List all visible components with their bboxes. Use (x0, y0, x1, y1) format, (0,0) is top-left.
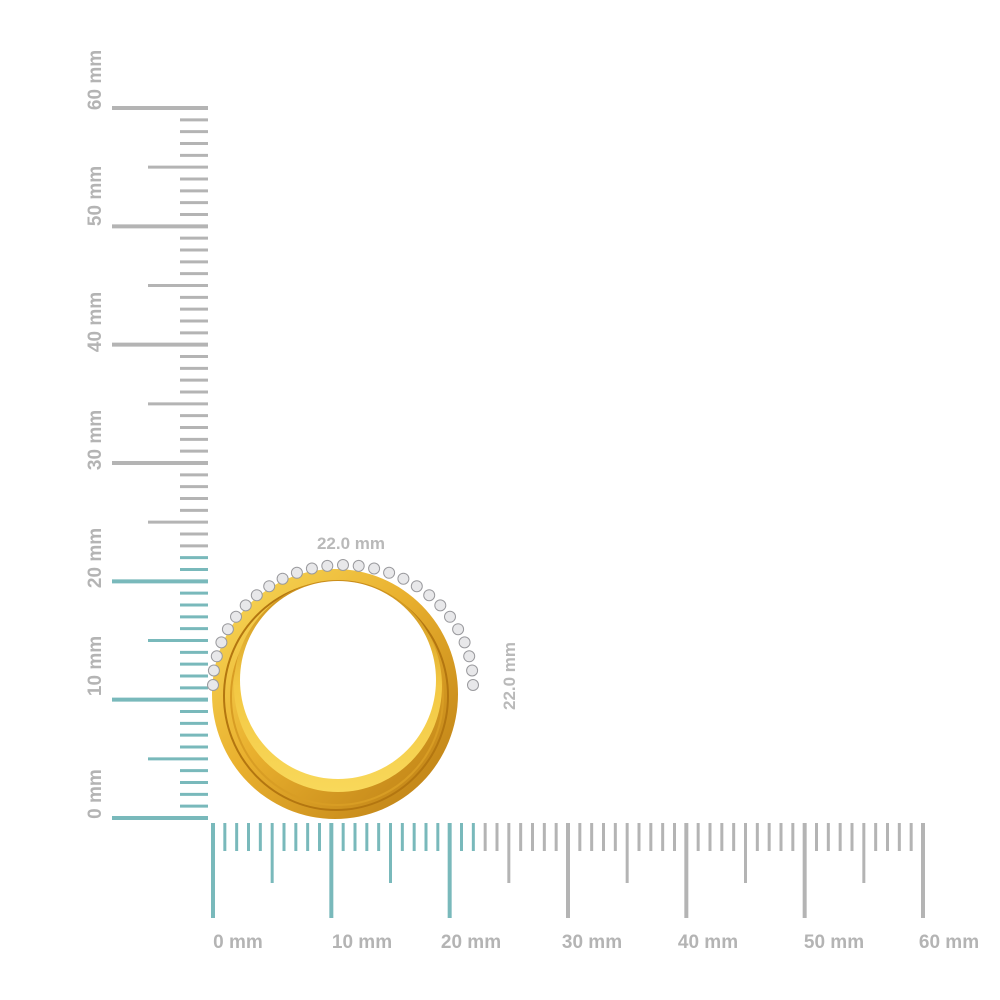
diamond-stone (276, 572, 289, 585)
x-axis-labels: 0 mm 10 mm 20 mm 30 mm 40 mm 50 mm 60 mm (213, 932, 979, 953)
diamond-stone (423, 589, 436, 602)
diamond-row (207, 559, 479, 691)
x-label-0: 0 mm (213, 932, 263, 953)
vertical-ruler (112, 106, 208, 820)
y-label-0: 0 mm (85, 769, 106, 819)
diamond-stone (337, 559, 349, 571)
diamond-stone (305, 562, 318, 575)
diamond-stone (230, 610, 242, 623)
diamond-stone (215, 636, 228, 649)
diamond-stone (207, 679, 219, 691)
y-label-40: 40 mm (85, 292, 106, 352)
y-label-20: 20 mm (85, 528, 106, 588)
ring-hole (240, 581, 436, 779)
diamond-stone (463, 650, 476, 663)
y-label-60: 60 mm (85, 50, 106, 110)
diamond-stone (239, 599, 252, 612)
x-label-50: 50 mm (804, 932, 864, 953)
diamond-stone (321, 559, 334, 572)
y-axis-labels: 0 mm 10 mm 20 mm 30 mm 40 mm 50 mm 60 mm (85, 50, 106, 819)
diamond-stone (352, 559, 365, 572)
diamond-stone (368, 562, 381, 575)
diamond-stone (452, 623, 465, 636)
horizontal-ruler (211, 823, 925, 918)
y-label-10: 10 mm (85, 636, 106, 696)
diamond-stone (383, 566, 396, 579)
x-label-30: 30 mm (562, 932, 622, 953)
x-label-60: 60 mm (919, 932, 979, 953)
diamond-stone (466, 664, 479, 677)
diamond-stone (207, 664, 220, 677)
ring-width-label: 22.0 mm (317, 534, 385, 553)
diamond-stone (434, 599, 447, 612)
diamond-stone (221, 623, 234, 636)
x-label-20: 20 mm (441, 932, 501, 953)
y-label-30: 30 mm (85, 410, 106, 470)
diamond-stone (458, 636, 471, 649)
diamond-stone (397, 572, 410, 585)
diamond-stone (444, 610, 456, 623)
diamond-stone (467, 679, 479, 691)
diamond-stone (263, 580, 276, 593)
ring-height-label: 22.0 mm (500, 642, 519, 710)
diamond-stone (410, 580, 423, 593)
x-label-40: 40 mm (678, 932, 738, 953)
diamond-stone (250, 589, 263, 602)
diamond-stone (290, 566, 303, 579)
x-label-10: 10 mm (332, 932, 392, 953)
ring-illustration (207, 559, 479, 819)
diamond-stone (210, 650, 223, 663)
y-label-50: 50 mm (85, 166, 106, 226)
